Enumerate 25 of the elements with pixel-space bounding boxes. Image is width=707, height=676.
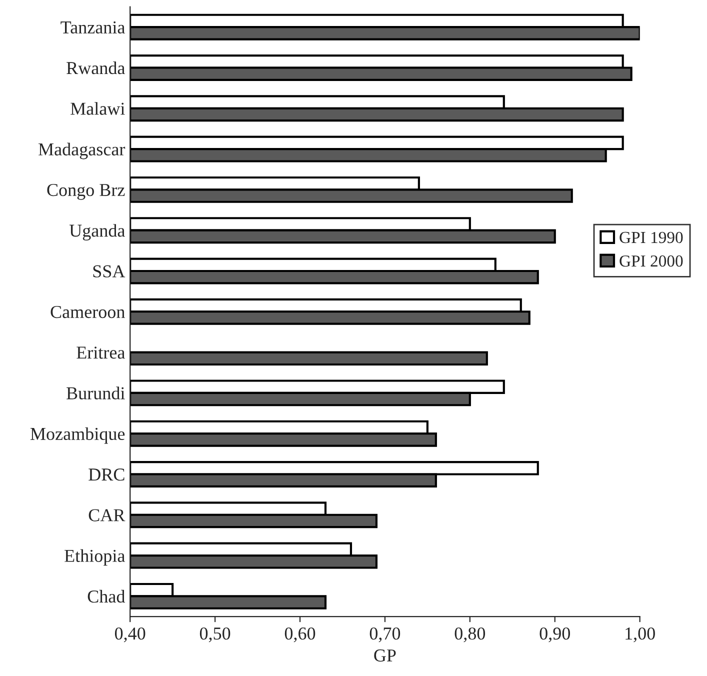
y-tick-label: Uganda	[69, 224, 125, 240]
x-tick-label: 0,60	[284, 627, 316, 642]
y-tick-label: Ethiopia	[64, 549, 125, 566]
y-tick-label: Chad	[88, 590, 126, 603]
y-tick-label: Congo Brz	[47, 184, 125, 200]
x-tick-label: 0,90	[540, 627, 570, 642]
legend-label: GPI 1990	[620, 232, 683, 244]
y-tick-label: Burundi	[66, 386, 125, 400]
y-tick-label: Cameroon	[50, 306, 125, 318]
x-tick-label: 0,40	[114, 627, 146, 642]
legend-label: GPI 2000	[620, 255, 683, 267]
x-axis-title: GP	[374, 649, 396, 662]
y-tick-label: Mozambique	[30, 427, 125, 444]
y-tick-label: Madagascar	[38, 142, 126, 160]
x-tick-label: 0,70	[370, 627, 400, 642]
y-tick-label: SSA	[93, 265, 126, 278]
y-tick-label: CAR	[88, 509, 126, 522]
x-tick-label: 0,50	[200, 627, 230, 642]
y-tick-label: Tanzania	[60, 21, 125, 34]
x-tick-label: 0,80	[454, 627, 486, 642]
y-tick-label: Rwanda	[66, 61, 125, 74]
y-tick-label: Malawi	[70, 102, 125, 115]
y-tick-label: DRC	[88, 468, 124, 481]
x-tick-label: 1,00	[626, 627, 655, 642]
y-tick-label: Eritrea	[76, 346, 125, 359]
